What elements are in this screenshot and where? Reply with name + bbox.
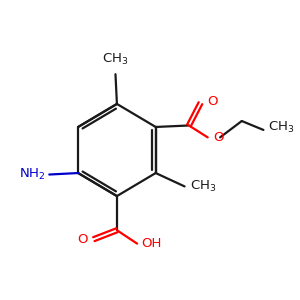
Text: CH$_3$: CH$_3$ (190, 179, 216, 194)
Text: O: O (213, 131, 224, 144)
Text: OH: OH (142, 237, 162, 250)
Text: O: O (207, 95, 217, 108)
Text: CH$_3$: CH$_3$ (102, 52, 129, 67)
Text: CH$_3$: CH$_3$ (268, 119, 294, 134)
Text: O: O (77, 233, 88, 246)
Text: NH$_2$: NH$_2$ (19, 167, 45, 182)
